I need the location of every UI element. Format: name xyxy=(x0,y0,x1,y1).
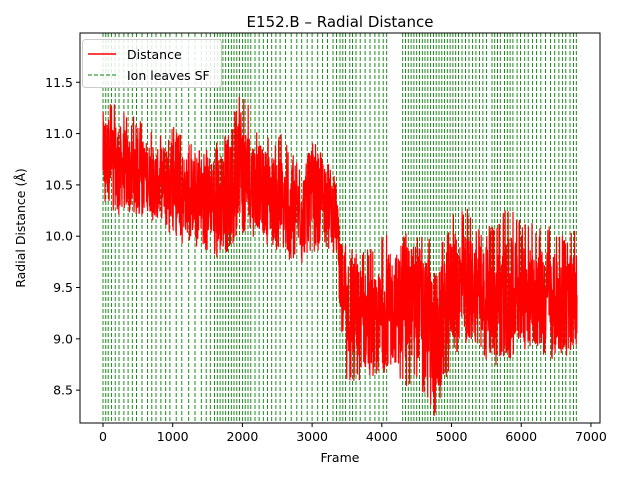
y-tick-label: 9.0 xyxy=(53,331,73,346)
x-tick-label: 5000 xyxy=(436,429,468,444)
chart-title: E152.B – Radial Distance xyxy=(247,13,434,31)
y-tick-label: 8.5 xyxy=(53,383,73,398)
y-tick-label: 10.5 xyxy=(45,177,73,192)
legend: Distance Ion leaves SF xyxy=(82,39,222,88)
legend-distance-label: Distance xyxy=(127,47,182,62)
x-tick-label: 6000 xyxy=(505,429,537,444)
x-tick-label: 0 xyxy=(99,429,107,444)
y-axis-ticks: 8.5 9.0 9.5 10.0 10.5 11.0 11.5 xyxy=(45,75,80,398)
x-tick-label: 1000 xyxy=(157,429,189,444)
distance-line xyxy=(102,96,578,416)
y-tick-label: 11.0 xyxy=(45,126,73,141)
plot-frame xyxy=(79,32,601,424)
y-axis-label: Radial Distance (Å) xyxy=(13,168,28,288)
y-tick-label: 11.5 xyxy=(45,75,73,90)
distance-series xyxy=(102,96,578,416)
x-tick-label: 4000 xyxy=(366,429,398,444)
x-tick-label: 7000 xyxy=(575,429,607,444)
legend-ion-label: Ion leaves SF xyxy=(127,68,210,83)
x-tick-label: 3000 xyxy=(296,429,328,444)
y-tick-label: 10.0 xyxy=(45,229,73,244)
legend-box xyxy=(82,39,222,88)
y-tick-label: 9.5 xyxy=(53,280,73,295)
x-axis-label: Frame xyxy=(321,450,360,465)
x-tick-label: 2000 xyxy=(227,429,259,444)
x-axis-ticks: 0 1000 2000 3000 4000 5000 6000 7000 xyxy=(99,423,607,444)
